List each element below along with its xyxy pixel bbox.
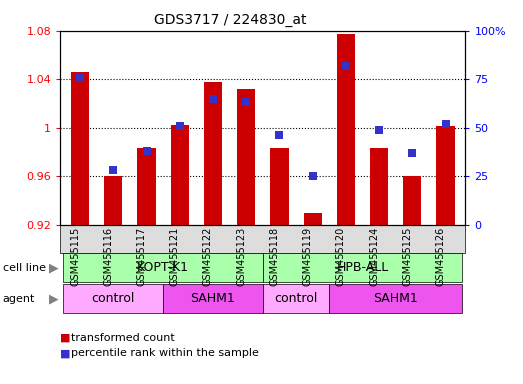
Point (109, 167, 118, 174)
Text: GDS3717 / 224830_at: GDS3717 / 224830_at (154, 13, 306, 27)
Bar (138, 148, 156, 225)
Point (375, 127, 383, 133)
Point (142, 148, 151, 154)
Text: SAHM1: SAHM1 (190, 292, 235, 305)
Bar (104, 176, 122, 225)
Text: agent: agent (3, 293, 35, 304)
Bar (270, 148, 289, 225)
Text: GSM455116: GSM455116 (104, 227, 113, 286)
Text: HPB-ALL: HPB-ALL (336, 262, 389, 274)
Point (176, 122, 184, 129)
Text: control: control (275, 292, 317, 305)
Text: GSM455121: GSM455121 (170, 227, 180, 286)
Bar (370, 148, 388, 225)
Text: GSM455122: GSM455122 (203, 227, 213, 286)
Text: GSM455119: GSM455119 (303, 227, 313, 286)
Bar (337, 34, 355, 225)
Text: ▶: ▶ (49, 292, 58, 305)
Text: GSM455124: GSM455124 (369, 227, 379, 286)
Point (408, 150, 416, 156)
Text: percentile rank within the sample: percentile rank within the sample (71, 348, 258, 358)
Point (441, 121, 450, 127)
Bar (436, 126, 454, 225)
Text: GSM455123: GSM455123 (236, 227, 246, 286)
Bar (403, 176, 422, 225)
Text: GSM455117: GSM455117 (137, 227, 146, 286)
Bar (71, 72, 89, 225)
Text: ■: ■ (60, 348, 71, 358)
Text: GSM455118: GSM455118 (269, 227, 279, 286)
Point (209, 96, 217, 102)
Bar (237, 89, 255, 225)
Text: cell line: cell line (3, 263, 46, 273)
Bar (204, 82, 222, 225)
Text: SAHM1: SAHM1 (373, 292, 418, 305)
Text: GSM455126: GSM455126 (436, 227, 446, 286)
Text: transformed count: transformed count (71, 333, 174, 343)
Text: GSM455120: GSM455120 (336, 227, 346, 286)
Point (242, 99, 251, 106)
Text: ▶: ▶ (49, 262, 58, 274)
Text: KOPT-K1: KOPT-K1 (137, 262, 189, 274)
Bar (170, 125, 189, 225)
Point (275, 132, 283, 139)
Point (76, 74, 84, 80)
Text: control: control (92, 292, 135, 305)
Bar (303, 212, 322, 225)
Text: ■: ■ (60, 333, 71, 343)
Point (342, 63, 350, 69)
Text: GSM455125: GSM455125 (402, 227, 412, 286)
Point (309, 173, 317, 179)
Text: GSM455115: GSM455115 (70, 227, 80, 286)
